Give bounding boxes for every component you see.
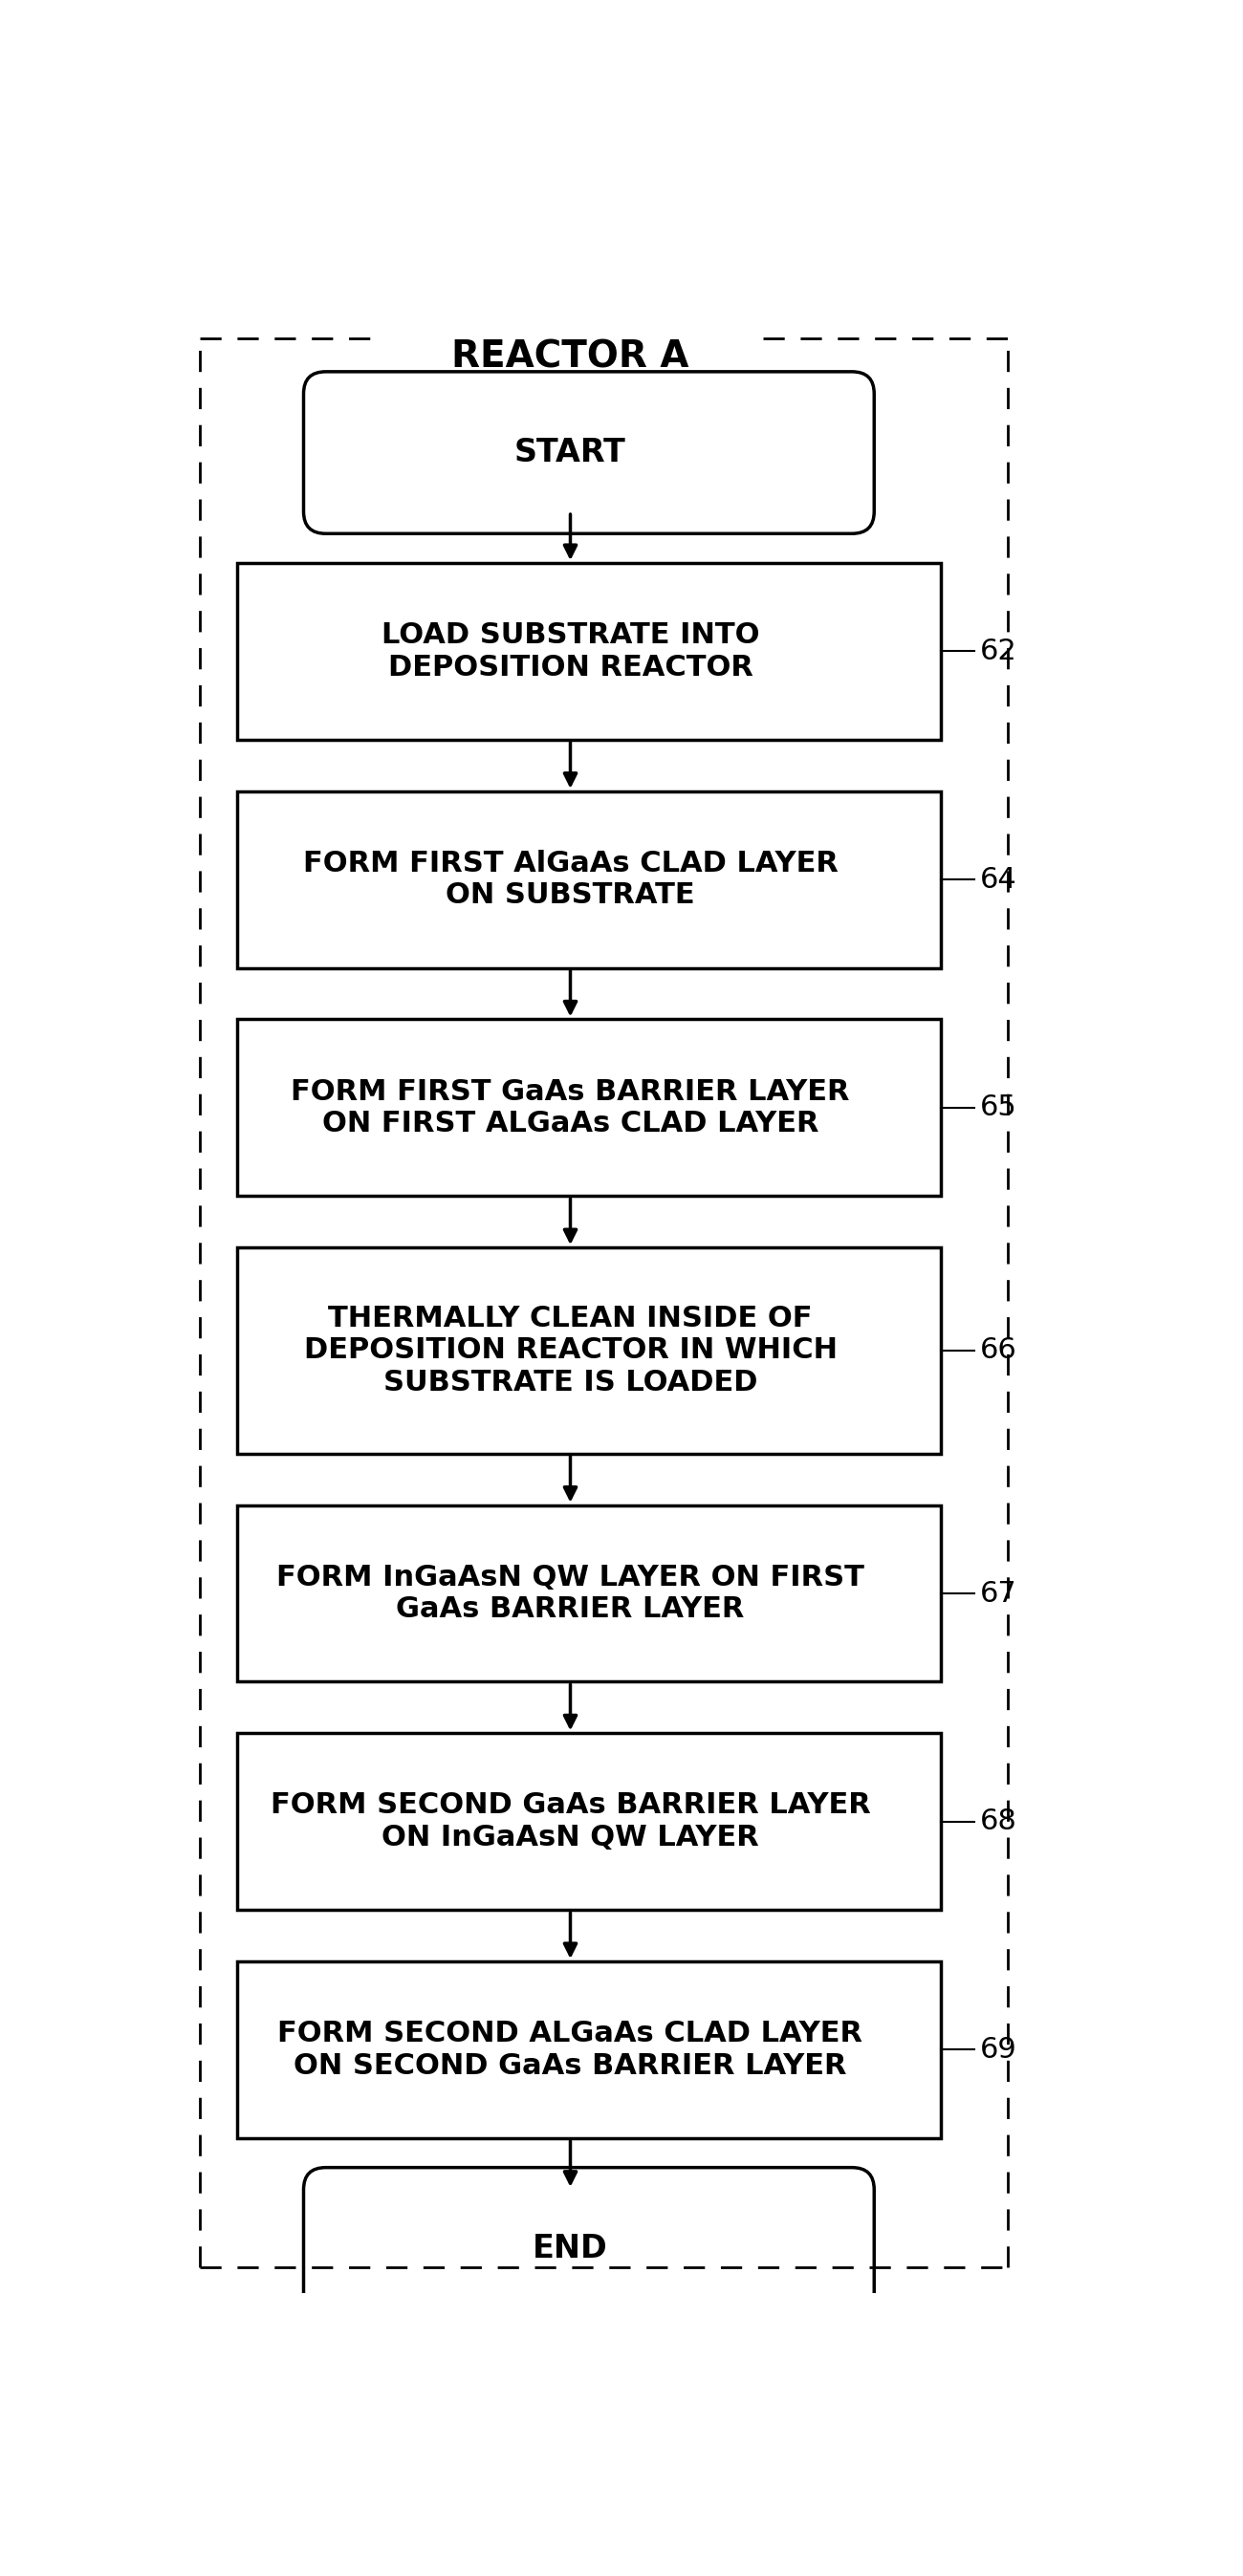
Bar	[237, 1504, 941, 1682]
Text: REACTOR A: REACTOR A	[451, 340, 689, 376]
FancyBboxPatch shape	[303, 2166, 874, 2329]
Text: 62: 62	[981, 636, 1017, 665]
Text: FORM InGaAsN QW LAYER ON FIRST
GaAs BARRIER LAYER: FORM InGaAsN QW LAYER ON FIRST GaAs BARR…	[276, 1564, 864, 1623]
Text: START: START	[515, 438, 626, 469]
Text: FORM FIRST GaAs BARRIER LAYER
ON FIRST ALGaAs CLAD LAYER: FORM FIRST GaAs BARRIER LAYER ON FIRST A…	[291, 1077, 850, 1139]
FancyBboxPatch shape	[303, 371, 874, 533]
Text: 67: 67	[981, 1579, 1017, 1607]
Bar	[237, 564, 941, 739]
Bar	[237, 1734, 941, 1909]
Text: LOAD SUBSTRATE INTO
DEPOSITION REACTOR: LOAD SUBSTRATE INTO DEPOSITION REACTOR	[382, 621, 759, 680]
Text: THERMALLY CLEAN INSIDE OF
DEPOSITION REACTOR IN WHICH
SUBSTRATE IS LOADED: THERMALLY CLEAN INSIDE OF DEPOSITION REA…	[303, 1303, 837, 1396]
Bar	[237, 1960, 941, 2138]
Text: 64: 64	[981, 866, 1017, 894]
Text: FORM SECOND GaAs BARRIER LAYER
ON InGaAsN QW LAYER: FORM SECOND GaAs BARRIER LAYER ON InGaAs…	[270, 1793, 870, 1852]
Bar	[237, 791, 941, 969]
Bar	[237, 1020, 941, 1195]
Text: END: END	[533, 2233, 608, 2264]
Text: 66: 66	[981, 1337, 1017, 1365]
Text: 68: 68	[981, 1808, 1017, 1837]
Bar	[237, 1247, 941, 1453]
Text: 69: 69	[981, 2035, 1017, 2063]
Text: FORM FIRST AlGaAs CLAD LAYER
ON SUBSTRATE: FORM FIRST AlGaAs CLAD LAYER ON SUBSTRAT…	[303, 850, 838, 909]
Text: FORM SECOND ALGaAs CLAD LAYER
ON SECOND GaAs BARRIER LAYER: FORM SECOND ALGaAs CLAD LAYER ON SECOND …	[277, 2020, 863, 2079]
Text: 65: 65	[981, 1095, 1017, 1121]
